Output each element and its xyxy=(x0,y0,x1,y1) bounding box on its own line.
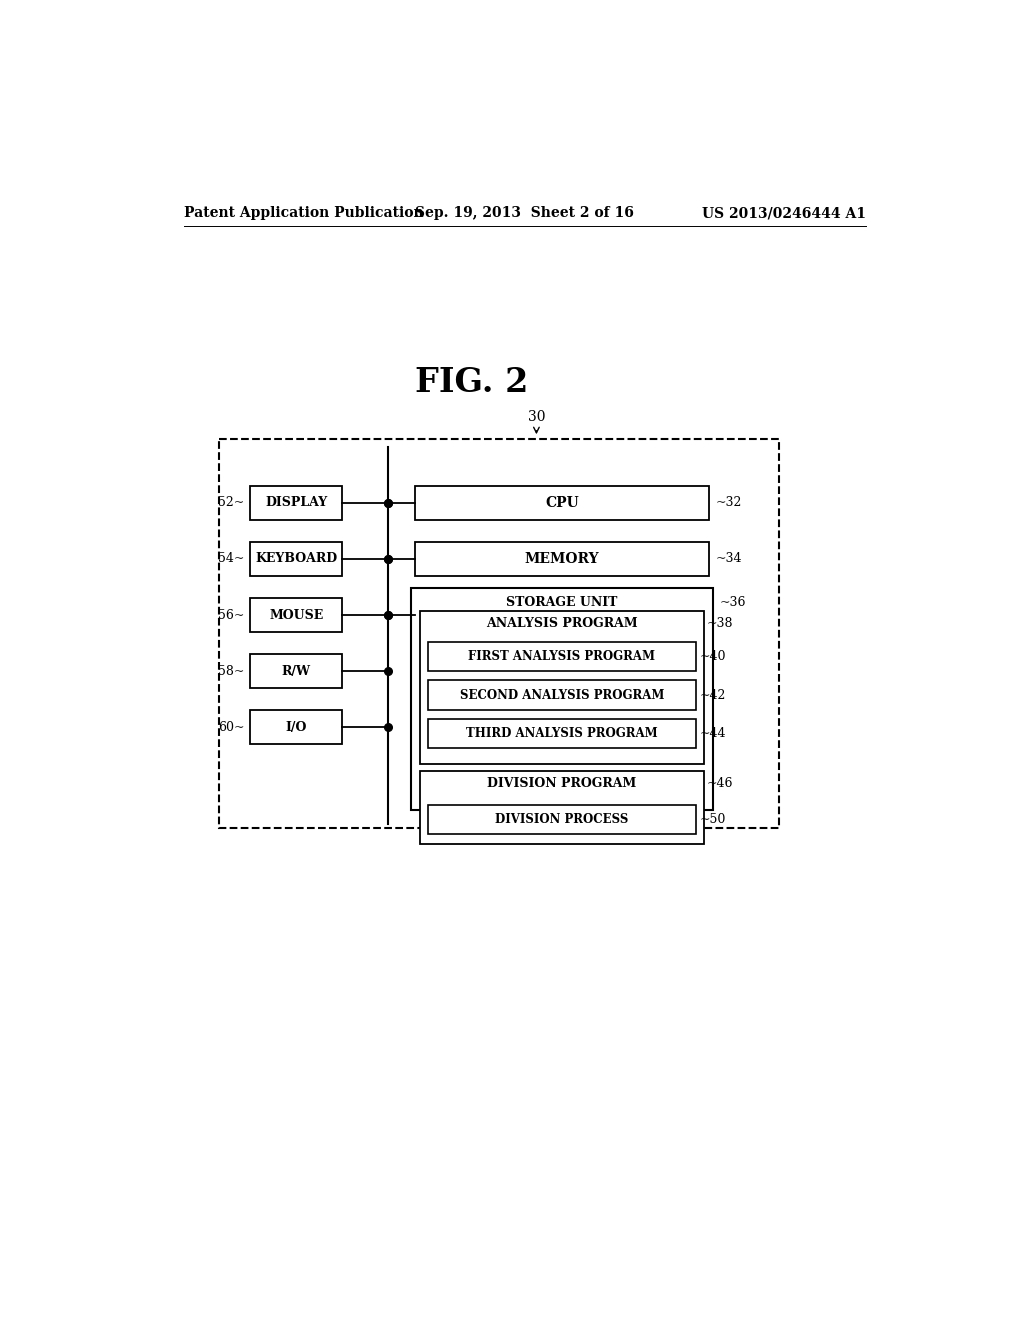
Text: ANALYSIS PROGRAM: ANALYSIS PROGRAM xyxy=(486,618,638,631)
Text: ~34: ~34 xyxy=(716,552,742,565)
Bar xyxy=(251,598,342,632)
Text: I/O: I/O xyxy=(286,721,307,734)
Text: R/W: R/W xyxy=(282,665,310,677)
Bar xyxy=(415,486,710,520)
Bar xyxy=(251,486,342,520)
Text: FIRST ANALYSIS PROGRAM: FIRST ANALYSIS PROGRAM xyxy=(469,649,655,663)
Text: STORAGE UNIT: STORAGE UNIT xyxy=(506,595,617,609)
Text: ~44: ~44 xyxy=(699,727,726,741)
Text: Patent Application Publication: Patent Application Publication xyxy=(183,206,424,220)
Text: DIVISION PROGRAM: DIVISION PROGRAM xyxy=(487,777,637,791)
Text: ~38: ~38 xyxy=(707,618,733,631)
Bar xyxy=(251,543,342,576)
Text: DISPLAY: DISPLAY xyxy=(265,496,328,510)
Text: 58~: 58~ xyxy=(218,665,245,677)
Text: ~50: ~50 xyxy=(699,813,726,826)
Text: ~46: ~46 xyxy=(707,777,733,791)
Bar xyxy=(219,440,779,829)
Text: ~32: ~32 xyxy=(716,496,741,510)
Text: Sep. 19, 2013  Sheet 2 of 16: Sep. 19, 2013 Sheet 2 of 16 xyxy=(416,206,634,220)
Text: 54~: 54~ xyxy=(218,552,245,565)
Bar xyxy=(420,771,703,845)
Text: MEMORY: MEMORY xyxy=(524,552,599,566)
Text: 30: 30 xyxy=(527,411,545,424)
Text: THIRD ANALYSIS PROGRAM: THIRD ANALYSIS PROGRAM xyxy=(466,727,657,741)
Text: CPU: CPU xyxy=(545,495,579,510)
Text: MOUSE: MOUSE xyxy=(269,609,324,622)
Text: ~36: ~36 xyxy=(719,595,745,609)
Text: FIG. 2: FIG. 2 xyxy=(415,367,528,400)
Text: DIVISION PROCESS: DIVISION PROCESS xyxy=(496,813,629,826)
Bar xyxy=(428,719,696,748)
Bar xyxy=(251,655,342,688)
Bar xyxy=(251,710,342,744)
Bar xyxy=(428,642,696,671)
Text: US 2013/0246444 A1: US 2013/0246444 A1 xyxy=(701,206,866,220)
Text: 56~: 56~ xyxy=(218,609,245,622)
Text: KEYBOARD: KEYBOARD xyxy=(255,552,337,565)
Text: 52~: 52~ xyxy=(218,496,245,510)
Text: ~42: ~42 xyxy=(699,689,726,702)
Bar xyxy=(428,805,696,834)
Text: 60~: 60~ xyxy=(218,721,245,734)
Bar xyxy=(411,589,713,810)
Bar xyxy=(415,543,710,576)
Bar xyxy=(420,611,703,763)
Bar xyxy=(428,681,696,710)
Text: SECOND ANALYSIS PROGRAM: SECOND ANALYSIS PROGRAM xyxy=(460,689,665,702)
Text: ~40: ~40 xyxy=(699,649,726,663)
